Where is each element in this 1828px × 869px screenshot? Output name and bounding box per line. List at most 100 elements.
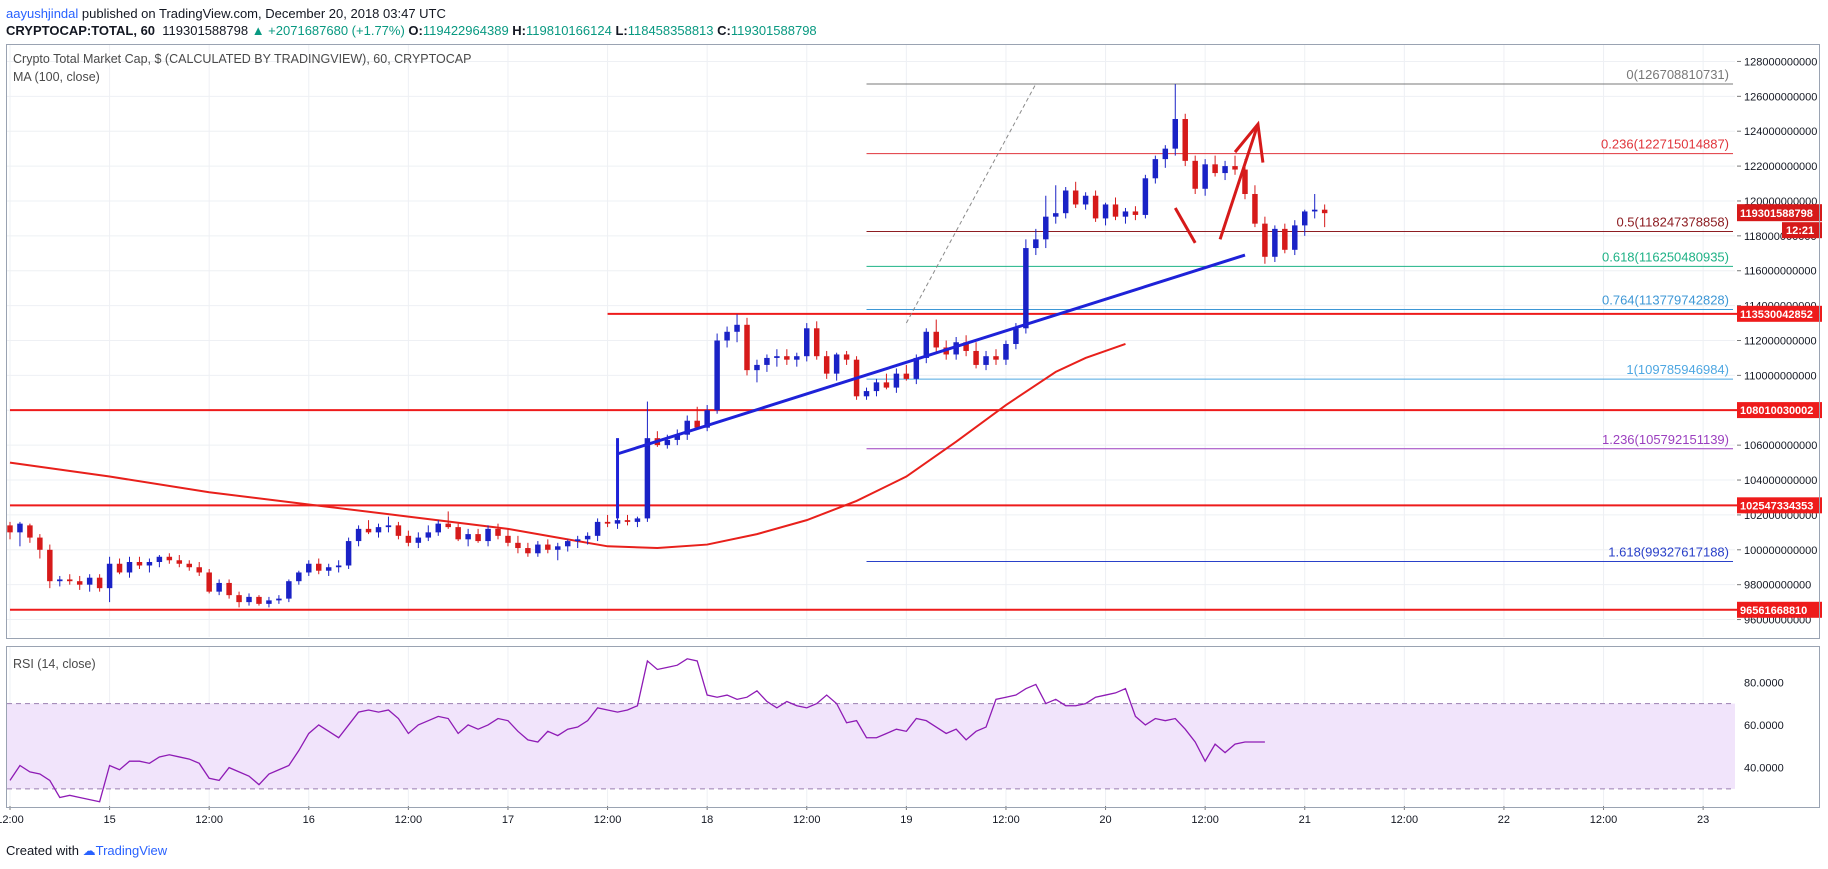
ma-100-polyline [9,343,1126,550]
fib-level-label: 0.5(118247378858) [1616,215,1729,230]
y-tick-label: 102000000000 [1744,510,1817,522]
candle-bull [425,532,432,538]
candle-bull [564,541,571,547]
candle-bull [465,534,471,540]
candle-bear [166,556,173,561]
rsi-line [9,658,1265,803]
candle-bull [674,434,681,440]
y-tick-label: 124000000000 [1744,126,1817,138]
low-value: 118458358813 [627,23,714,38]
main-pane-frame [6,44,1820,639]
high-label: H: [512,23,527,38]
candle-bull [704,410,710,428]
candle-bear [445,523,451,528]
candle-bear [196,567,202,573]
candle-bear [176,560,183,564]
y-tick-label: 122000000000 [1744,161,1817,173]
candle-bull [804,328,810,357]
candle-bear [604,521,611,524]
x-tick-label: 22 [1498,814,1510,826]
candle-bear [256,596,262,604]
candle-bear [455,527,461,540]
open-label: O: [408,23,423,38]
candle-bear [1242,169,1248,194]
author-link[interactable]: aayushjindal [6,6,79,21]
candle-bear [116,563,123,573]
rsi-band-fill [7,703,1735,789]
x-tick-label: 12:00 [0,814,24,826]
candle-bear [495,528,501,536]
candle-bull [435,523,441,533]
candle-bull [1102,204,1109,219]
change-value: ▲ +2071687680 (+1.77%) [251,23,405,38]
candle-bear [933,331,939,348]
candle-bull [1162,148,1169,160]
y-tick-label: 98000000000 [1744,580,1811,592]
candle-bull [1142,178,1149,215]
chart-title: Crypto Total Market Cap, $ (CALCULATED B… [13,52,472,66]
candle-bull [684,420,690,435]
candle-bull [325,567,332,571]
candle-bull [1311,209,1318,212]
fib-level-label: 0.236(122715014887) [1601,137,1729,152]
candle-bull [863,391,870,397]
candle-bull [216,582,222,592]
x-tick-label: 18 [701,814,713,826]
y-tick-label: 112000000000 [1744,336,1817,348]
low-label: L: [615,23,628,38]
candle-bull [246,596,252,603]
candle-bear [1252,193,1258,224]
candle-bull [1292,225,1298,250]
x-tick-label: 12:00 [395,814,423,826]
x-tick-label: 19 [900,814,912,826]
tradingview-brand[interactable]: TradingView [95,843,168,858]
symbol: CRYPTOCAP:TOTAL, 60 [6,23,156,38]
published-text: published on TradingView.com, December 2… [81,6,446,21]
rsi-legend: RSI (14, close) [13,657,96,671]
candle-bull [17,523,23,533]
x-tick-label: 21 [1299,814,1311,826]
candle-bear [784,356,790,360]
fibonacci-retracement: 0(126708810731) 0.236(122715014887) 0.5(11… [866,67,1734,563]
ohlc-line: CRYPTOCAP:TOTAL, 60 119301588798 ▲ +2071… [6,23,817,38]
candle-bear [1192,160,1198,189]
fib-level-label: 1.618(99327617188) [1608,545,1729,560]
candle-bull [893,373,900,388]
candle-bull [774,356,780,358]
candle-bear [186,563,193,568]
candle-bull [1202,164,1208,189]
candle-bull [156,556,163,563]
candle-bull [385,525,392,528]
publish-line: aayushjindal published on TradingView.co… [6,6,446,21]
rsi-y-tick-label: 60.0000 [1744,720,1784,732]
last-price-tag [1737,204,1822,222]
candle-bear [405,535,412,543]
candle-bear [1282,228,1288,250]
candle-bear [27,525,33,538]
candle-bear [475,534,481,542]
candle-bear [744,324,750,371]
candle-bull [146,562,153,566]
candle-bear [206,572,212,592]
fib-level-label: 0.764(113779742828) [1602,292,1729,307]
fib-anchor-line [905,83,1037,324]
candle-bear [993,356,999,360]
candle-bull [535,544,541,554]
candle-bull [584,535,591,540]
last-price-label: 119301588798 [1740,208,1813,220]
candle-bull [1033,239,1039,249]
candle-bear [1132,211,1139,215]
candle-bear [823,356,830,374]
candle-bear [963,342,969,351]
candle-bull [754,364,760,371]
x-tick-label: 23 [1697,814,1709,826]
candle-bear [76,581,83,585]
rise-stroke [1218,123,1260,240]
rsi-polyline [9,658,1265,803]
chart-canvas[interactable]: 0(126708810731) 0.236(122715014887) 0.5(11… [0,38,1828,848]
candle-bull [794,356,800,360]
x-tick-label: 12:00 [594,814,622,826]
candle-bear [315,563,322,571]
candle-bull [833,354,840,374]
high-value: 119810166124 [526,23,612,38]
